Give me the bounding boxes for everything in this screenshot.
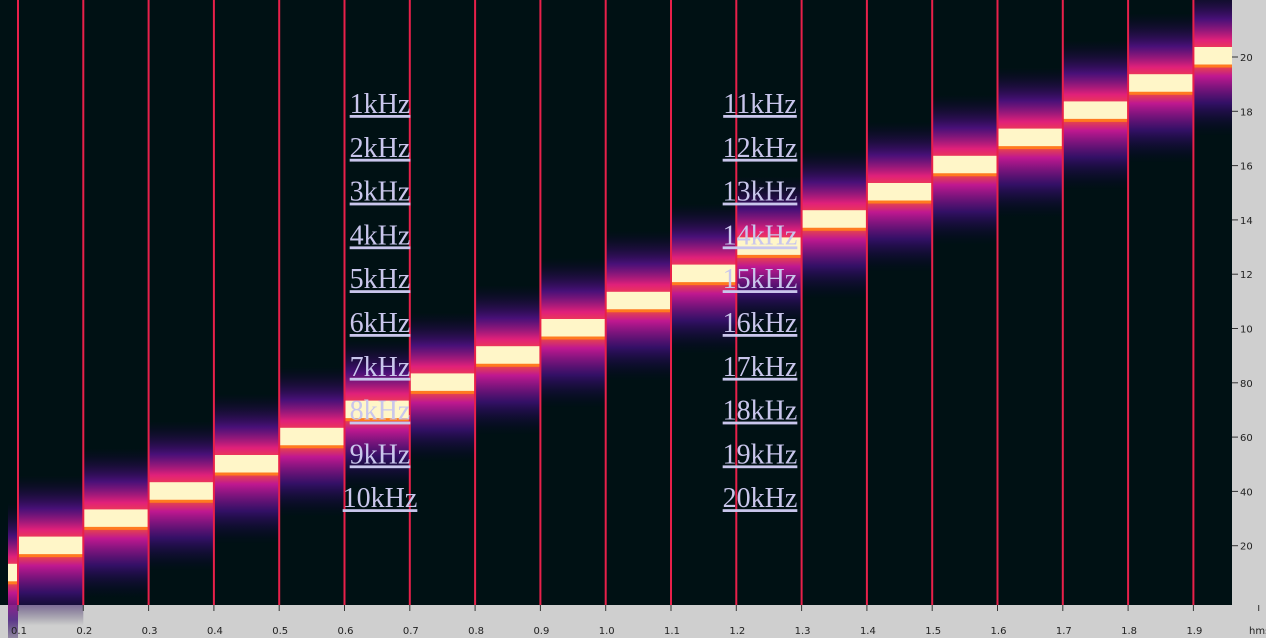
y-tick-label: 12 — [1240, 270, 1253, 281]
tone-band — [1193, 47, 1232, 65]
tone-band — [409, 373, 476, 392]
frequency-link[interactable]: 18kHz — [723, 396, 798, 427]
frequency-link[interactable]: 1kHz — [350, 89, 411, 120]
tone-band — [1062, 101, 1129, 120]
frequency-link[interactable]: 3kHz — [350, 177, 411, 208]
frequency-link[interactable]: 13kHz — [723, 177, 798, 208]
tone-band — [671, 264, 737, 283]
x-axis-bar — [0, 605, 1266, 638]
frequency-link[interactable]: 19kHz — [723, 439, 798, 470]
frequency-link[interactable]: 7kHz — [350, 352, 411, 383]
tone-band — [475, 346, 541, 365]
tone-band — [148, 482, 214, 501]
tone-band — [932, 155, 998, 174]
links: 1kHz 2kHz 3kHz 4kHz 5kHz 6kHz 7kHz 8kHz 9kHz 10kH… — [343, 89, 798, 514]
frequency-link[interactable]: 11kHz — [723, 89, 797, 120]
x-tick-label: 0.3 — [142, 626, 158, 637]
axes: 20 18 16 14 12 10 80 60 40 20 0.1 0.2 0.3 0.4 0.5 0.6 0.… — [11, 53, 1266, 637]
frequency-link[interactable]: 17kHz — [723, 352, 798, 383]
x-tick-label: 0.6 — [338, 626, 354, 637]
tone-band — [736, 237, 802, 256]
x-tick-label: 0.7 — [403, 626, 419, 637]
tone-band — [279, 427, 345, 446]
y-tick-label: 14 — [1240, 216, 1253, 227]
x-tick-label: 1.5 — [925, 626, 941, 637]
y-axis-bar — [1232, 0, 1266, 638]
x-tick-label: 1.9 — [1186, 626, 1202, 637]
y-tick-label: 18 — [1240, 107, 1253, 118]
frequency-link[interactable]: 4kHz — [350, 220, 411, 251]
y-tick-label: 40 — [1240, 487, 1253, 498]
frequency-link[interactable]: 20kHz — [723, 483, 798, 514]
y-tick-label: 16 — [1240, 162, 1253, 173]
frequency-link[interactable]: 15kHz — [723, 264, 798, 295]
y-tick-label: 60 — [1240, 433, 1253, 444]
frequency-link[interactable]: 5kHz — [350, 264, 411, 295]
tone-band — [1128, 74, 1194, 93]
y-tick-label: 20 — [1240, 53, 1253, 64]
frequency-link[interactable]: 2kHz — [350, 133, 411, 164]
y-tick-label: 80 — [1240, 379, 1253, 390]
tones — [8, 0, 1232, 638]
x-tick-label: 1.2 — [729, 626, 745, 637]
x-tick-label: 0.9 — [533, 626, 549, 637]
x-tick-label: hms — [1249, 626, 1266, 637]
frequency-link[interactable]: 9kHz — [350, 439, 411, 470]
frequency-link[interactable]: 8kHz — [350, 396, 411, 427]
frequency-link[interactable]: 16kHz — [723, 308, 798, 339]
x-tick-label: 1.4 — [860, 626, 876, 637]
x-tick-label: 0.8 — [468, 626, 484, 637]
x-tick-label: 0.2 — [76, 626, 92, 637]
tone-band — [866, 183, 933, 201]
x-tick-label: 1.8 — [1121, 626, 1137, 637]
x-tick-label: 1.7 — [1056, 626, 1072, 637]
frequency-link[interactable]: 14kHz — [723, 220, 798, 251]
tone-band — [8, 563, 18, 582]
frequency-link[interactable]: 6kHz — [350, 308, 411, 339]
x-tick-label: 0.4 — [207, 626, 223, 637]
y-tick-label: 20 — [1240, 542, 1253, 553]
x-tick-label: 0.5 — [272, 626, 288, 637]
tone-band — [344, 400, 410, 419]
tone-band — [83, 509, 149, 528]
x-tick-label: 1.6 — [991, 626, 1007, 637]
tone-band — [540, 319, 606, 337]
tone-band — [18, 536, 84, 555]
x-tick-label: 1.1 — [664, 626, 680, 637]
x-tick-label: 0.1 — [11, 626, 27, 637]
tone-band — [213, 455, 280, 473]
y-tick-label: 10 — [1240, 325, 1253, 336]
x-tick-label: 1.3 — [795, 626, 811, 637]
tone-glow — [1193, 0, 1232, 136]
tone-band — [605, 291, 671, 310]
frequency-link[interactable]: 10kHz — [343, 483, 418, 514]
frequency-link[interactable]: 12kHz — [723, 133, 798, 164]
tone-band — [801, 210, 867, 229]
x-tick-label: 1.0 — [599, 626, 615, 637]
tone-band — [997, 128, 1063, 147]
